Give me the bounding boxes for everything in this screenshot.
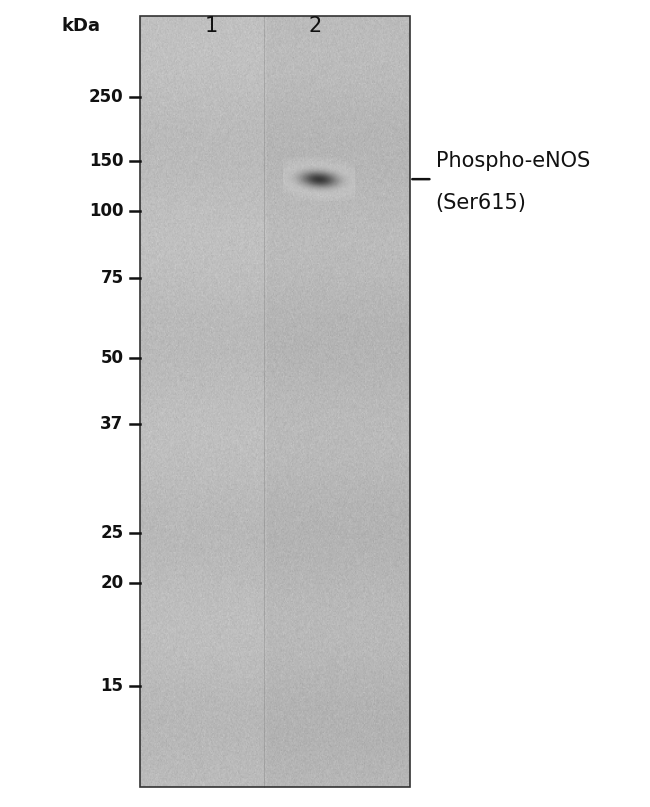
Text: 20: 20 — [100, 574, 124, 592]
Bar — [140, 16, 410, 787]
Text: 150: 150 — [89, 153, 124, 170]
Text: 25: 25 — [100, 524, 124, 541]
Text: 37: 37 — [100, 416, 124, 433]
Text: Phospho-eNOS: Phospho-eNOS — [436, 152, 590, 171]
Text: 50: 50 — [101, 349, 124, 366]
Text: 15: 15 — [101, 677, 124, 695]
Text: (Ser615): (Ser615) — [436, 194, 526, 213]
Text: kDa: kDa — [62, 17, 101, 35]
Text: 2: 2 — [309, 16, 322, 36]
Text: 250: 250 — [89, 88, 124, 106]
Text: 1: 1 — [205, 16, 218, 36]
Text: 100: 100 — [89, 203, 124, 220]
Text: 75: 75 — [100, 269, 124, 286]
